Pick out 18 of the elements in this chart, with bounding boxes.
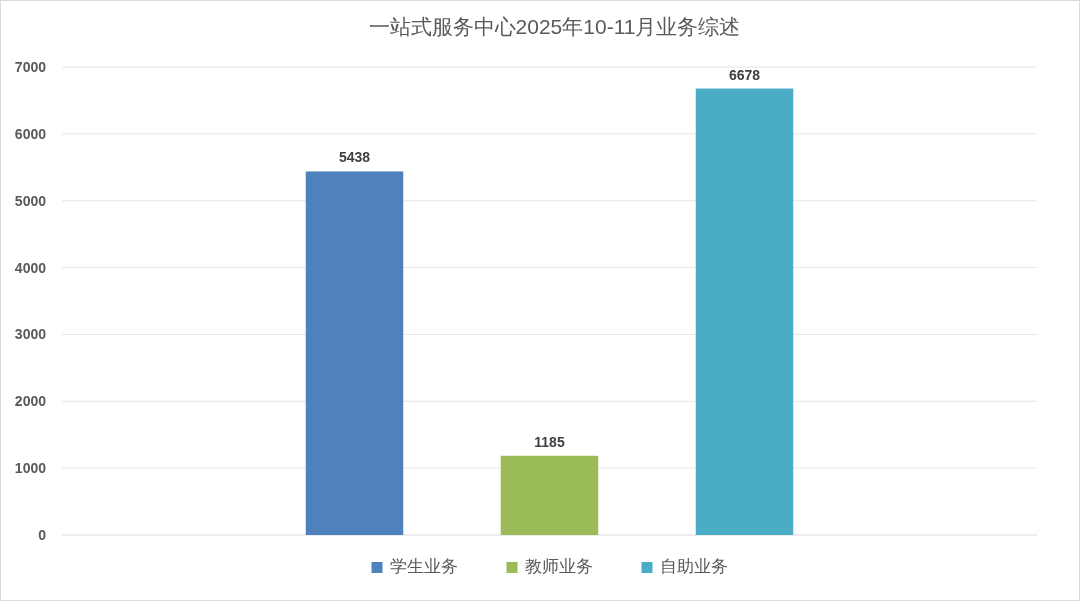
y-tick-label: 3000 [14,326,47,343]
y-tick-label: 6000 [14,125,47,142]
y-tick-label: 1000 [14,460,47,477]
y-tick-label: 7000 [14,59,47,75]
bar [695,88,794,535]
data-label: 6678 [728,66,761,83]
legend-label: 教师业务 [524,557,593,576]
bar [500,455,599,535]
y-tick-label: 0 [38,527,47,543]
data-label: 1185 [534,433,565,450]
chart-title: 一站式服务中心2025年10-11月业务综述 [368,15,741,38]
legend-label: 自助业务 [659,557,728,576]
data-label: 5438 [338,149,371,166]
bar [305,171,404,535]
y-tick-label: 4000 [14,259,47,276]
legend-label: 学生业务 [389,557,458,576]
y-tick-label: 5000 [14,192,47,209]
y-tick-label: 2000 [14,393,47,410]
